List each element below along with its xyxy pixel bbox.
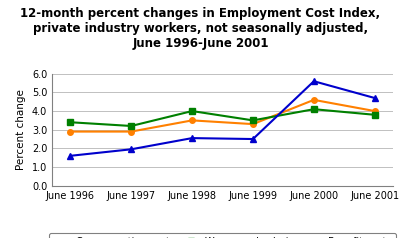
Wages and salaries [68,121,73,124]
Compensation costs [312,99,316,101]
Benefit costs [68,154,73,157]
Text: 12-month percent changes in Employment Cost Index,
private industry workers, not: 12-month percent changes in Employment C… [20,7,381,50]
Benefit costs [129,148,134,151]
Line: Compensation costs: Compensation costs [68,97,377,134]
Wages and salaries [372,113,377,116]
Wages and salaries [190,110,194,113]
Wages and salaries [129,124,134,127]
Compensation costs [68,130,73,133]
Benefit costs [372,97,377,99]
Legend: Compensation costs, Wages and salaries, Benefit costs: Compensation costs, Wages and salaries, … [49,233,396,238]
Wages and salaries [251,119,255,122]
Line: Wages and salaries: Wages and salaries [68,106,377,129]
Benefit costs [190,137,194,139]
Y-axis label: Percent change: Percent change [16,89,26,170]
Benefit costs [251,138,255,140]
Compensation costs [190,119,194,122]
Benefit costs [312,80,316,83]
Compensation costs [372,110,377,113]
Compensation costs [251,123,255,126]
Wages and salaries [312,108,316,111]
Line: Benefit costs: Benefit costs [68,79,377,159]
Compensation costs [129,130,134,133]
